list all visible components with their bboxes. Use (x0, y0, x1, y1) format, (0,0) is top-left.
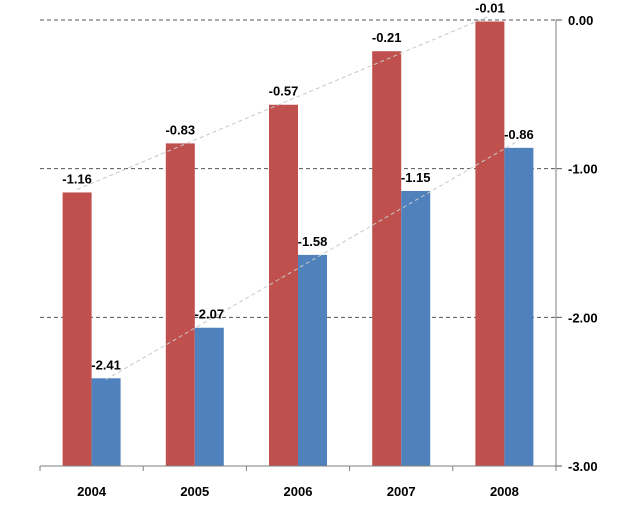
data-labels: -1.16 -0.83 -0.57 -0.21 -0.01 -2.41 -2.07 -1.58… (62, 0, 533, 372)
y-tick-label: -1.00 (568, 162, 598, 177)
trendline (76, 15, 491, 190)
bar (401, 190, 431, 466)
x-tick-label: 2008 (490, 484, 519, 499)
data-label: -0.57 (269, 84, 299, 99)
x-tick-label: 2004 (77, 484, 107, 499)
bar (194, 327, 224, 466)
trendlines (76, 15, 520, 380)
data-label: -0.83 (165, 122, 195, 137)
bar (269, 104, 298, 467)
bars (62, 21, 534, 467)
data-label: -2.41 (91, 357, 121, 372)
bar (475, 21, 505, 467)
bar (165, 143, 195, 467)
data-label: -0.01 (475, 0, 505, 15)
x-tick-label: 2006 (284, 484, 313, 499)
bar (91, 378, 121, 466)
y-tick-label: -3.00 (568, 459, 598, 474)
bar (372, 51, 402, 466)
x-tick-label: 2007 (387, 484, 416, 499)
data-label: -1.58 (298, 234, 328, 249)
data-label: -2.07 (194, 307, 224, 322)
data-label: -0.86 (504, 127, 534, 142)
bar (62, 192, 92, 466)
data-label: -1.16 (62, 171, 92, 186)
bar (298, 254, 327, 466)
data-label: -0.21 (372, 30, 402, 45)
axes: 0.00 -1.00 -2.00 -3.00 2004 2005 2006 2007 2008 (39, 13, 598, 499)
x-tick-label: 2005 (180, 484, 209, 499)
bar (504, 147, 534, 466)
data-label: -1.15 (401, 170, 431, 185)
trendline (105, 139, 520, 380)
y-tick-label: -2.00 (568, 310, 598, 325)
y-tick-label: 0.00 (568, 13, 593, 28)
